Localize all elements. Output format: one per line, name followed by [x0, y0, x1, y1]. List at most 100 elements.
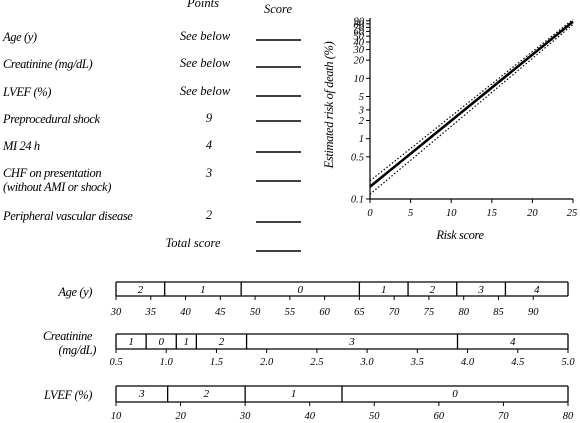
row-points-age: See below — [180, 29, 231, 43]
confidence-band-line — [370, 24, 574, 195]
points-header: Points — [186, 0, 219, 10]
scale-creatinine: Creatinine(mg/dL) 1 0 1 2 3 4 0.5 1.0 1.5 2.0 2.5 3.… — [43, 329, 575, 368]
scale-tick-label: 10 — [111, 411, 122, 422]
confidence-band-line — [370, 18, 574, 182]
chart-y-tick-label: 0.1 — [351, 195, 364, 206]
chart-y-tick-label: 20 — [354, 56, 365, 67]
chart-y-tick-label: 80 — [354, 19, 365, 30]
segment-points: 4 — [534, 284, 540, 296]
scale-tick-label: 3.0 — [360, 357, 375, 368]
row-points-pvd: 2 — [206, 208, 212, 222]
chart-x-tick-label: 0 — [367, 208, 373, 219]
scale-tick-label: 70 — [498, 411, 509, 422]
chart-x-tick-label: 10 — [446, 208, 457, 219]
chart-y-tick-label: 5 — [359, 92, 364, 103]
row-label-lvef: LVEF (%) — [2, 85, 51, 99]
row-label-creatinine: Creatinine (mg/dL) — [3, 57, 92, 71]
chart-y-tick-label: 0.5 — [351, 152, 364, 163]
scale-tick-label: 60 — [319, 307, 330, 318]
chart-x-tick-label: 15 — [487, 208, 498, 219]
chart-y-tick-label: 30 — [353, 45, 365, 56]
scale-label: Age (y) — [57, 285, 92, 299]
scale-tick-label: 4.0 — [461, 357, 475, 368]
row-points-shock: 9 — [206, 111, 213, 125]
chart-x-tick-label: 5 — [408, 208, 413, 219]
scale-tick-label: 45 — [215, 307, 226, 318]
row-label-chf: CHF on presentation — [3, 166, 101, 180]
scale-tick-label: 30 — [110, 307, 122, 318]
scale-lvef: LVEF (%) 3 2 1 010 20 30 40 50 60 70 80 — [43, 385, 574, 422]
segment-points: 2 — [138, 284, 144, 296]
scale-tick-label: 80 — [563, 411, 574, 422]
scale-tick-label: 80 — [458, 307, 469, 318]
scale-label-sub: (mg/dL) — [59, 343, 97, 357]
score-header: Score — [264, 2, 292, 16]
chart-y-tick-label: 90 — [354, 16, 365, 27]
lookup-scales: Age (y) 2 1 0 1 2 3 430 35 40 45 50 55 60 65 70 75 80 85 90… — [43, 281, 575, 422]
segment-points: 3 — [477, 284, 484, 296]
segment-points: 1 — [128, 336, 134, 348]
scale-tick-label: 3.5 — [410, 357, 424, 368]
row-label-shock: Preprocedural shock — [2, 112, 101, 126]
chart-x-tick-label: 25 — [567, 208, 578, 219]
scale-tick-label: 0.5 — [109, 357, 122, 368]
row-label-chf-sub: (without AMI or shock) — [3, 180, 111, 194]
chart-x-tick-label: 20 — [527, 208, 538, 219]
segment-points: 3 — [138, 388, 145, 400]
scale-tick-label: 75 — [424, 307, 435, 318]
scale-tick-label: 70 — [389, 307, 400, 318]
scale-tick-label: 90 — [528, 307, 539, 318]
scale-tick-label: 20 — [175, 411, 186, 422]
chart-y-tick-label: 10 — [354, 74, 365, 85]
scale-tick-label: 35 — [145, 307, 157, 318]
row-label-age: Age (y) — [2, 30, 37, 44]
segment-points: 2 — [430, 284, 436, 296]
row-points-chf: 3 — [205, 166, 212, 180]
chart-y-tick-label: 50 — [354, 32, 365, 43]
scale-tick-label: 40 — [304, 411, 315, 422]
segment-points: 4 — [510, 336, 516, 348]
segment-points: 2 — [219, 336, 225, 348]
scale-tick-label: 40 — [180, 307, 191, 318]
scale-tick-label: 1.5 — [210, 357, 223, 368]
segment-points: 1 — [184, 336, 190, 348]
chart-x-label: Risk score — [435, 228, 484, 242]
row-label-mi: MI 24 h — [2, 139, 40, 153]
scale-tick-label: 60 — [434, 411, 445, 422]
row-label-pvd: Peripheral vascular disease — [2, 209, 133, 223]
chart-y-tick-label: 70 — [354, 23, 365, 34]
scale-label: Creatinine — [43, 329, 93, 343]
scale-tick-label: 2.0 — [260, 357, 274, 368]
total-score-label: Total score — [166, 236, 221, 250]
row-points-creatinine: See below — [180, 56, 231, 70]
scale-tick-label: 1.0 — [160, 357, 174, 368]
scale-tick-label: 2.5 — [310, 357, 323, 368]
segment-points: 3 — [348, 336, 355, 348]
segment-points: 1 — [291, 388, 297, 400]
row-points-lvef: See below — [180, 84, 231, 98]
chart-y-label: Estimated risk of death (%) — [322, 41, 336, 169]
chart-y-tick-label: 3 — [358, 105, 364, 116]
segment-points: 2 — [204, 388, 210, 400]
segment-points: 0 — [452, 388, 458, 400]
segment-points: 0 — [298, 284, 304, 296]
scale-tick-label: 50 — [369, 411, 380, 422]
scale-tick-label: 50 — [250, 307, 261, 318]
chart-y-tick-label: 60 — [354, 27, 365, 38]
scale-age: Age (y) 2 1 0 1 2 3 4 30 35 40 45 50 55 60 65 70 75 80 85 90 — [57, 281, 569, 318]
chart-y-tick-label: 2 — [359, 116, 365, 127]
scale-tick-label: 30 — [239, 411, 251, 422]
scale-tick-label: 65 — [354, 307, 365, 318]
score-table: Points Score Age (y) See below Creatinin… — [2, 0, 301, 252]
segment-points: 0 — [158, 336, 164, 348]
row-points-mi: 4 — [206, 138, 212, 152]
scale-tick-label: 85 — [493, 307, 504, 318]
scale-tick-label: 5.0 — [561, 357, 575, 368]
segment-points: 1 — [200, 284, 206, 296]
scale-tick-label: 55 — [285, 307, 296, 318]
risk-estimate-line — [370, 20, 574, 188]
segment-points: 1 — [381, 284, 387, 296]
scale-label: LVEF (%) — [43, 388, 92, 402]
chart-y-tick-label: 1 — [359, 134, 364, 145]
